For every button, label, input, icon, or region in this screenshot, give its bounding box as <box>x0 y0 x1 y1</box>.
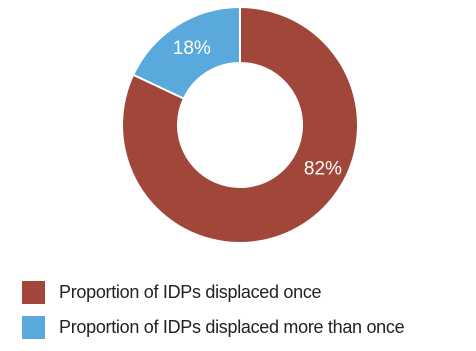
donut-slices <box>121 5 359 244</box>
slice-labels: 82% 18% <box>173 38 342 179</box>
slice-label-more-than-once: 18% <box>173 38 211 59</box>
legend-label-once: Proportion of IDPs displaced once <box>59 282 322 302</box>
legend-swatch-once <box>22 281 45 304</box>
legend-item-once: Proportion of IDPs displaced once <box>22 281 472 304</box>
slice-label-once: 82% <box>304 158 342 179</box>
legend-label-more-than-once: Proportion of IDPs displaced more than o… <box>59 317 405 337</box>
legend: Proportion of IDPs displaced once Propor… <box>22 281 472 351</box>
donut-chart: 82% 18% <box>121 5 359 244</box>
legend-item-more-than-once: Proportion of IDPs displaced more than o… <box>22 316 472 339</box>
slice-once <box>121 5 359 244</box>
slice-more-than-once <box>131 5 241 100</box>
legend-swatch-more-than-once <box>22 316 45 339</box>
